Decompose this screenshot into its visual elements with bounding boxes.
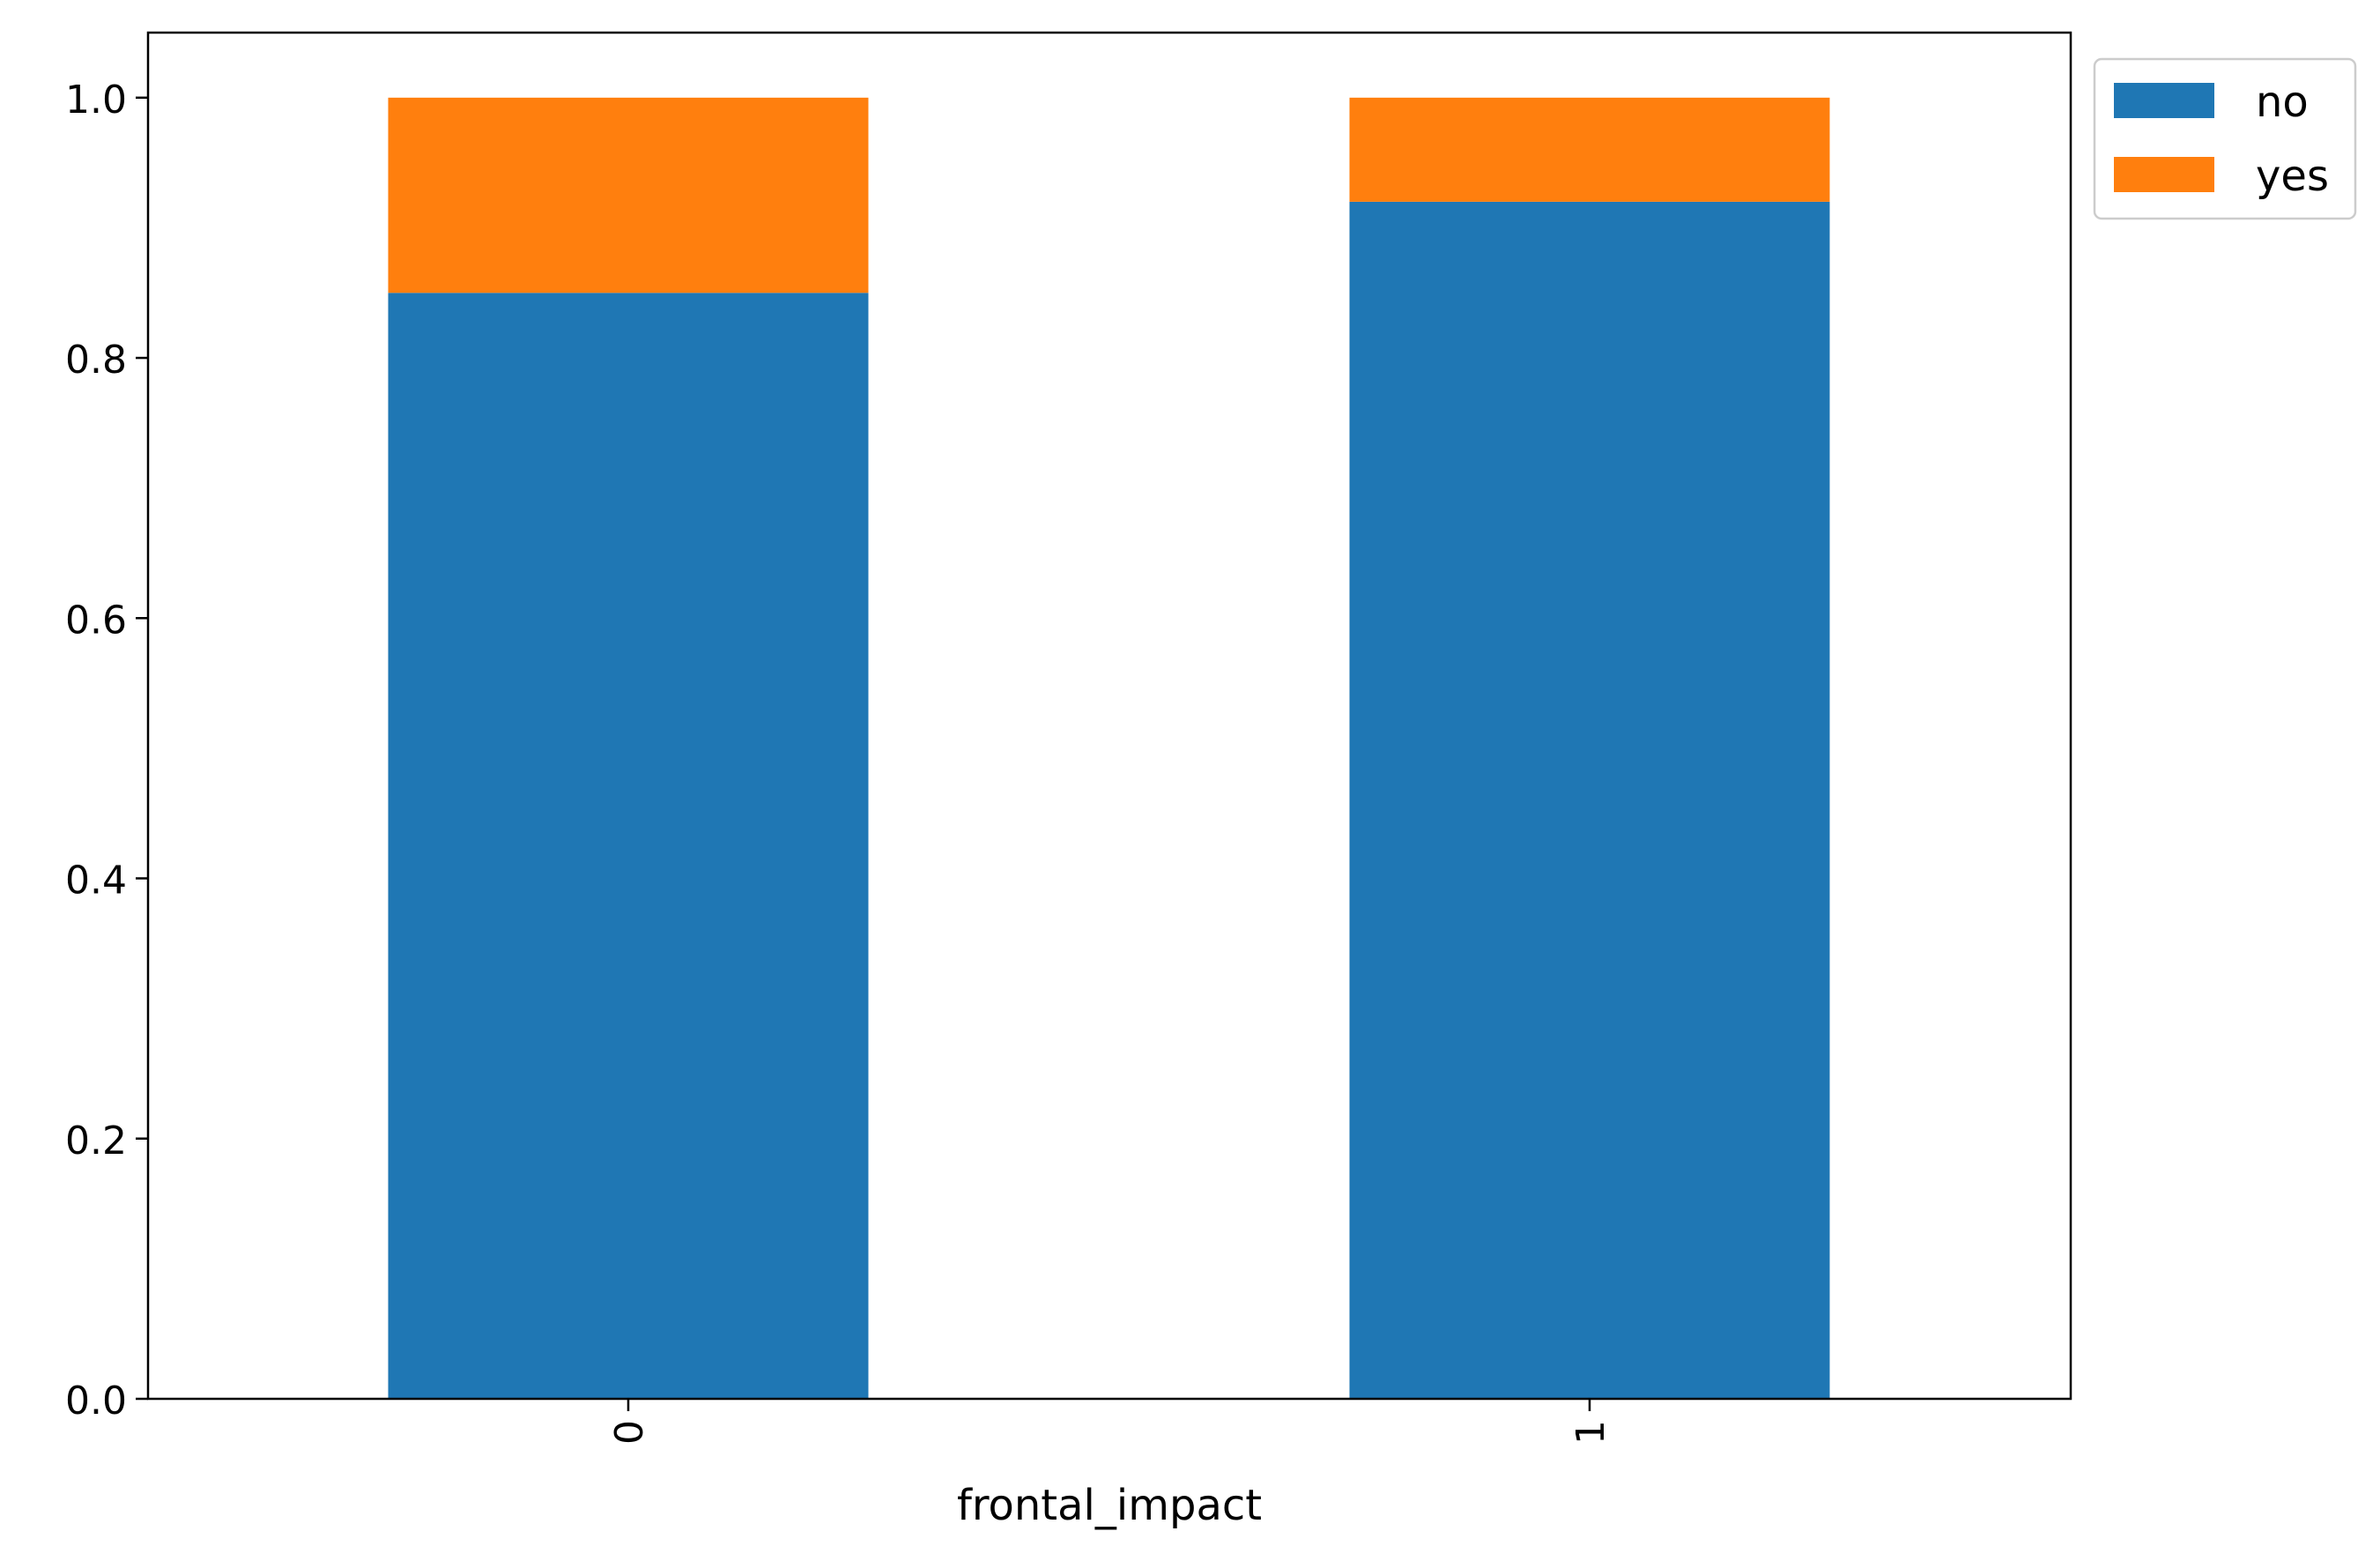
y-tick-label: 0.0 — [65, 1379, 127, 1423]
x-tick-label: 0 — [607, 1420, 652, 1445]
bars-layer — [388, 97, 1830, 1400]
x-tick-label: 1 — [1568, 1420, 1613, 1445]
bar-yes-0 — [388, 97, 869, 294]
y-tick-label: 0.8 — [65, 338, 127, 383]
y-tick-label: 0.6 — [65, 598, 127, 643]
legend-swatch-no — [2114, 83, 2214, 118]
legend: no yes — [2093, 57, 2357, 220]
legend-swatch-yes — [2114, 157, 2214, 192]
y-tick-label: 1.0 — [65, 78, 127, 123]
plot-frame — [146, 31, 2072, 1401]
legend-label-yes: yes — [2256, 152, 2329, 201]
legend-label-no: no — [2256, 78, 2309, 127]
bar-no-0 — [388, 293, 869, 1400]
y-axis: 0.0 0.2 0.4 0.6 0.8 1.0 — [65, 78, 148, 1423]
bar-yes-1 — [1349, 97, 1830, 202]
y-tick-label: 0.2 — [65, 1119, 127, 1163]
x-axis-label: frontal_impact — [957, 1481, 1262, 1530]
bar-no-1 — [1349, 201, 1830, 1399]
y-tick-label: 0.4 — [65, 859, 127, 903]
